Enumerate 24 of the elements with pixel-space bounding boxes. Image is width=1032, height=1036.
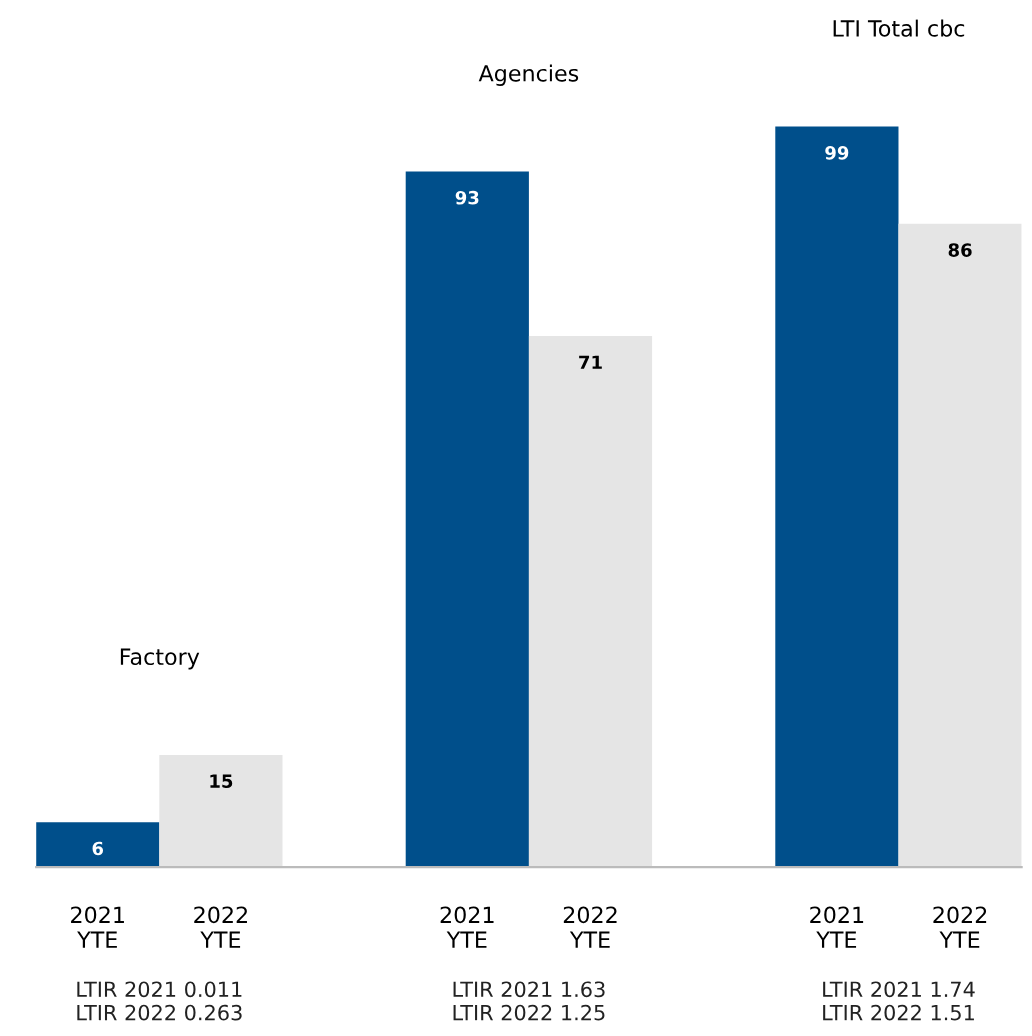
- data-label: 71: [579, 355, 602, 369]
- text: LTI Total cbc: [833, 19, 965, 37]
- bar: [898, 223, 1022, 868]
- data-label: 6: [92, 841, 104, 856]
- annotation: Factory: [120, 648, 200, 670]
- data-label: 15: [210, 774, 233, 788]
- x-tick-label: 2021 YTE: [71, 906, 124, 948]
- bar: [775, 126, 899, 868]
- data-label: 99: [825, 146, 849, 160]
- x-tick-label: 2022 YTE: [194, 906, 247, 948]
- data-label: 93: [455, 190, 479, 205]
- bar: [528, 336, 653, 868]
- x-tick-label: 2022 YTE: [563, 906, 617, 948]
- bar: [405, 171, 529, 868]
- text: LTIR 2021 0.011 LTIR 2022 0.263: [77, 981, 242, 1021]
- text: LTIR 2021 1.63 LTIR 2022 1.25: [453, 981, 605, 1021]
- x-tick-label: 2021 YTE: [810, 906, 864, 948]
- bar: [159, 754, 283, 868]
- text: LTIR 2021 1.74 LTIR 2022 1.51: [823, 981, 975, 1021]
- x-tick-label: 2022 YTE: [933, 906, 987, 948]
- data-label: 86: [948, 243, 972, 257]
- text: Agencies: [478, 64, 579, 86]
- x-tick-label: 2021 YTE: [440, 906, 494, 948]
- bar: [36, 822, 160, 868]
